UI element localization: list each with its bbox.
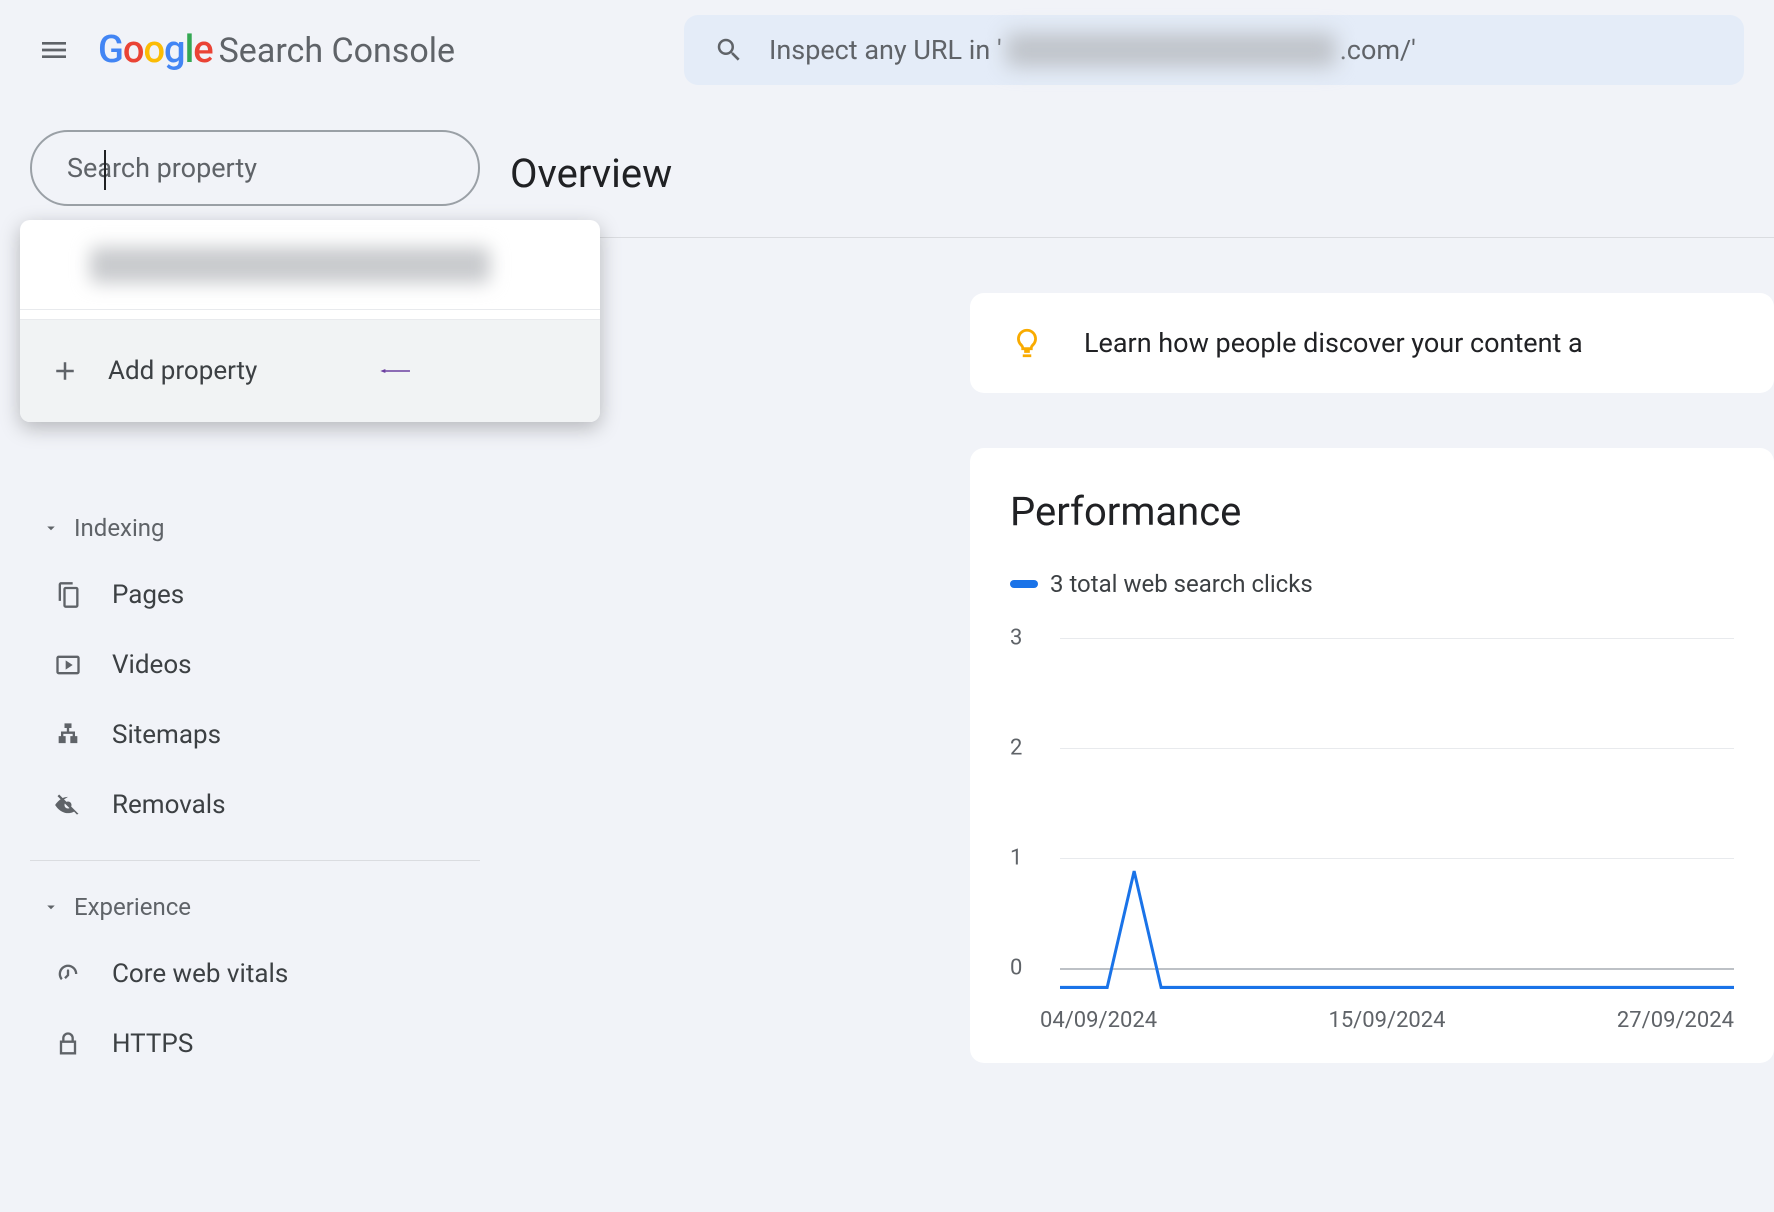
nav-group-indexing: Indexing Pages Videos Sitemaps Removals <box>30 496 480 840</box>
page-title: Overview <box>510 150 1774 238</box>
tip-card[interactable]: Learn how people discover your content a <box>970 293 1774 393</box>
chevron-down-icon <box>42 519 60 537</box>
nav-group-header[interactable]: Indexing <box>30 496 480 560</box>
url-inspect-text: Inspect any URL in ' .com/' <box>769 33 1416 67</box>
search-property-placeholder: Search property <box>67 152 257 184</box>
y-tick-label: 1 <box>1010 846 1022 871</box>
sidebar-item-core-web-vitals[interactable]: Core web vitals <box>30 939 480 1009</box>
sidebar-item-pages[interactable]: Pages <box>30 560 480 630</box>
gauge-icon <box>54 960 82 988</box>
removals-icon <box>54 791 82 819</box>
google-logo: Google <box>98 28 213 72</box>
sidebar: Search property Add property Indexing <box>0 100 510 1099</box>
logo: Google Search Console <box>98 28 455 72</box>
x-tick-label: 04/09/2024 <box>1040 1008 1157 1033</box>
tip-text: Learn how people discover your content a <box>1084 327 1583 359</box>
videos-icon <box>54 651 82 679</box>
product-name: Search Console <box>219 31 455 71</box>
add-property-button[interactable]: Add property <box>20 320 600 422</box>
header: Google Search Console Inspect any URL in… <box>0 0 1774 100</box>
redacted-domain <box>1006 33 1336 67</box>
sidebar-item-removals[interactable]: Removals <box>30 770 480 840</box>
sidebar-item-https[interactable]: HTTPS <box>30 1009 480 1079</box>
add-property-label: Add property <box>108 356 257 386</box>
nav-divider <box>30 860 480 861</box>
legend-swatch <box>1010 580 1038 588</box>
main-content: Overview Learn how people discover your … <box>510 100 1774 1099</box>
sidebar-item-videos[interactable]: Videos <box>30 630 480 700</box>
property-list-item[interactable] <box>20 220 600 310</box>
redacted-property <box>90 247 490 283</box>
chart-legend: 3 total web search clicks <box>1010 570 1734 598</box>
performance-card: Performance 3 total web search clicks 01… <box>970 448 1774 1063</box>
property-dropdown: Add property <box>20 220 600 422</box>
chevron-down-icon <box>42 898 60 916</box>
lock-icon <box>54 1030 82 1058</box>
y-tick-label: 2 <box>1010 736 1022 761</box>
search-icon <box>714 35 744 65</box>
performance-chart: 0123 <box>1040 628 1734 998</box>
lightbulb-icon <box>1010 326 1044 360</box>
y-tick-label: 0 <box>1010 956 1022 981</box>
legend-label: 3 total web search clicks <box>1050 570 1313 598</box>
x-tick-label: 15/09/2024 <box>1328 1008 1445 1033</box>
x-axis-labels: 04/09/2024 15/09/2024 27/09/2024 <box>1040 998 1734 1033</box>
pages-icon <box>54 581 82 609</box>
y-tick-label: 3 <box>1010 626 1022 651</box>
performance-title: Performance <box>1010 488 1734 535</box>
x-tick-label: 27/09/2024 <box>1617 1008 1734 1033</box>
annotation-arrow-icon <box>380 356 410 386</box>
url-inspect-bar[interactable]: Inspect any URL in ' .com/' <box>684 15 1744 85</box>
nav-group-header[interactable]: Experience <box>30 875 480 939</box>
nav-group-experience: Experience Core web vitals HTTPS <box>30 875 480 1079</box>
plus-icon <box>50 356 80 386</box>
sidebar-item-sitemaps[interactable]: Sitemaps <box>30 700 480 770</box>
menu-icon[interactable] <box>30 26 78 74</box>
search-property-input[interactable]: Search property <box>30 130 480 206</box>
sitemaps-icon <box>54 721 82 749</box>
